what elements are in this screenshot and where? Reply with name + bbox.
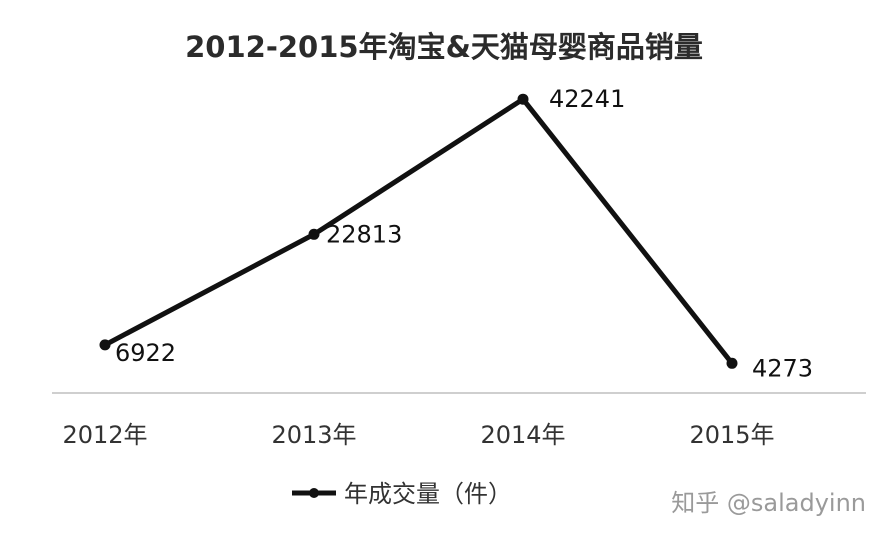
watermark-text: 知乎 @saladyinn (671, 489, 866, 517)
data-labels: 6922 22813 42241 4273 (115, 85, 813, 382)
x-tick-label: 2015年 (689, 421, 774, 449)
series-group (99, 93, 738, 369)
data-point-marker (308, 228, 320, 240)
data-label: 42241 (549, 85, 625, 113)
x-tick-label: 2014年 (480, 421, 565, 449)
series-line (102, 96, 735, 366)
legend-label: 年成交量（件） (344, 480, 512, 508)
data-label: 4273 (752, 354, 813, 382)
legend-marker-swatch (309, 488, 319, 498)
data-label: 6922 (115, 339, 176, 367)
x-tick-label: 2012年 (62, 421, 147, 449)
data-point-marker (726, 357, 738, 369)
data-point-marker (517, 93, 529, 105)
chart-title: 2012-2015年淘宝&天猫母婴商品销量 (185, 30, 703, 64)
legend: 年成交量（件） (292, 480, 512, 508)
plot-area: 2012年 2013年 2014年 2015年 6922 22813 42241 4273 (52, 85, 866, 449)
x-tick-label: 2013年 (271, 421, 356, 449)
data-label: 22813 (326, 220, 402, 248)
x-tick-labels: 2012年 2013年 2014年 2015年 (62, 421, 774, 449)
data-point-marker (99, 339, 111, 351)
